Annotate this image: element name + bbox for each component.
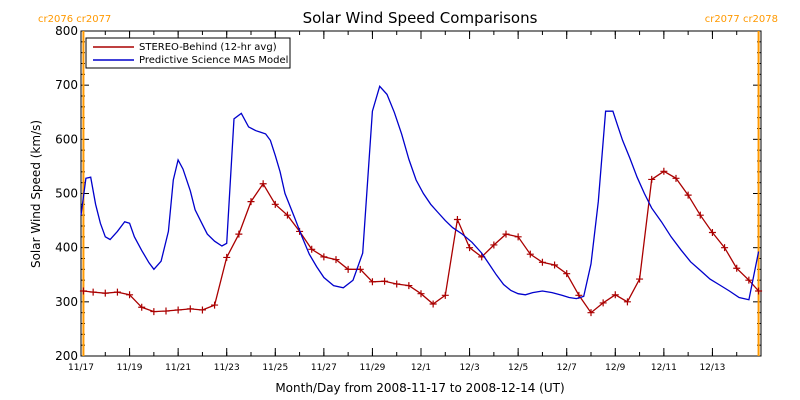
stereo-data-point (551, 261, 559, 269)
x-tick-label: 12/5 (508, 363, 528, 373)
stereo-data-point (684, 191, 692, 199)
x-tick-label: 12/9 (605, 363, 625, 373)
legend: STEREO-Behind (12-hr avg) Predictive Sci… (85, 37, 291, 69)
y-tick-label: 700 (55, 78, 78, 92)
x-axis-label: Month/Day from 2008-11-17 to 2008-12-14 … (275, 381, 564, 395)
x-tick-label: 11/23 (214, 363, 240, 373)
stereo-data-point (429, 300, 437, 308)
stereo-data-point (79, 287, 87, 295)
stereo-data-point (490, 241, 498, 249)
stereo-data-point (101, 289, 109, 297)
stereo-data-point (247, 198, 255, 206)
stereo-data-point (113, 288, 121, 296)
stereo-data-point (611, 291, 619, 299)
stereo-data-point (393, 280, 401, 288)
x-tick-label: 12/3 (459, 363, 479, 373)
y-tick-label: 400 (55, 241, 78, 255)
stereo-data-point (599, 299, 607, 307)
stereo-data-point (174, 306, 182, 314)
stereo-data-point (211, 301, 219, 309)
x-tick-label: 12/11 (651, 363, 677, 373)
stereo-data-point (150, 308, 158, 316)
legend-label-stereo: STEREO-Behind (12-hr avg) (139, 42, 277, 53)
carrington-label: cr2076 cr2077 (38, 14, 111, 25)
stereo-data-point (271, 200, 279, 208)
stereo-data-point (259, 180, 267, 188)
x-tick-labels: 11/17 11/19 11/21 11/23 11/25 11/27 11/29 12/1 1… (68, 363, 725, 373)
stereo-data-point (441, 291, 449, 299)
mas-model-line (80, 85, 760, 301)
x-tick-label: 11/17 (68, 363, 94, 373)
stereo-data-point (563, 270, 571, 278)
chart-title: Solar Wind Speed Comparisons (303, 9, 538, 27)
series-layer (79, 85, 763, 317)
carrington-rotation-lines (82, 31, 760, 356)
stereo-data-point (648, 175, 656, 183)
stereo-data-point (502, 230, 510, 238)
stereo-data-point (186, 305, 194, 313)
x-tick-label: 12/13 (699, 363, 725, 373)
stereo-data-point (417, 290, 425, 298)
stereo-data-point (235, 230, 243, 238)
stereo-data-point (755, 287, 763, 295)
plot-frame (80, 30, 762, 357)
stereo-data-point (344, 265, 352, 273)
stereo-data-point (538, 258, 546, 266)
stereo-data-point (126, 291, 134, 299)
y-tick-label: 300 (55, 295, 78, 309)
x-tick-label: 11/29 (359, 363, 385, 373)
stereo-data-point (368, 278, 376, 286)
stereo-data-point (320, 253, 328, 261)
stereo-data-point (514, 233, 522, 241)
carrington-label: cr2077 cr2078 (705, 14, 778, 25)
stereo-data-point (198, 306, 206, 314)
stereo-data-point (332, 256, 340, 264)
stereo-data-point (733, 264, 741, 272)
stereo-data-point (587, 309, 595, 317)
stereo-data-point (721, 244, 729, 252)
x-tick-label: 11/21 (165, 363, 191, 373)
x-tick-label: 11/25 (262, 363, 288, 373)
stereo-data-point (453, 216, 461, 223)
stereo-data-point (526, 250, 534, 258)
stereo-data-point (89, 288, 97, 296)
stereo-data-point (708, 229, 716, 236)
axis-ticks (80, 30, 762, 357)
stereo-data-point (162, 307, 170, 315)
x-tick-label: 11/19 (117, 363, 143, 373)
stereo-data-point (308, 245, 316, 253)
carrington-rotation-labels: cr2076 cr2077 cr2077 cr2078 (38, 14, 778, 25)
y-tick-label: 500 (55, 187, 78, 201)
legend-box (85, 37, 291, 69)
y-axis-label: Solar Wind Speed (km/s) (29, 120, 43, 268)
x-tick-label: 11/27 (311, 363, 337, 373)
stereo-data-point (381, 277, 389, 285)
y-tick-labels: 200 300 400 500 600 700 800 (55, 24, 78, 363)
stereo-data-point (138, 303, 146, 311)
legend-label-mas: Predictive Science MAS Model (139, 55, 288, 66)
stereo-data-point (672, 174, 680, 182)
stereo-data-point (636, 275, 644, 283)
x-tick-label: 12/1 (411, 363, 431, 373)
y-tick-label: 600 (55, 132, 78, 146)
stereo-data-point (466, 244, 474, 252)
stereo-data-point (223, 253, 231, 261)
stereo-data-point (283, 211, 291, 219)
y-tick-label: 200 (55, 349, 78, 363)
stereo-data-point (660, 167, 668, 175)
stereo-data-point (356, 265, 364, 273)
x-tick-label: 12/7 (557, 363, 577, 373)
stereo-data-point (745, 276, 753, 284)
stereo-data-point (623, 298, 631, 306)
y-tick-label: 800 (55, 24, 78, 38)
stereo-data-point (405, 282, 413, 290)
stereo-data-point (696, 211, 704, 219)
